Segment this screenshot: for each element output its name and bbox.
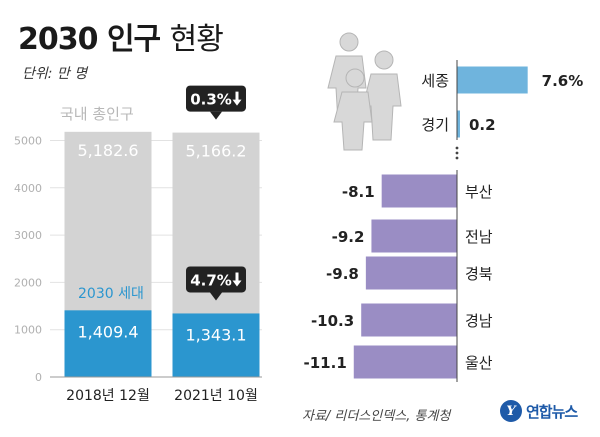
region-value: 0.2: [469, 116, 496, 134]
region-name: 경남: [465, 312, 493, 330]
y-tick-label: 0: [35, 371, 42, 384]
logo-mark: Y: [500, 400, 522, 422]
change-badge: [186, 266, 246, 293]
total-population-label: 5,182.6: [77, 141, 138, 160]
y-tick-label: 1000: [14, 324, 42, 337]
ellipsis-dot: [455, 151, 459, 155]
region-bar: [353, 345, 457, 379]
region-bar: [371, 219, 457, 253]
y-tick-label: 4000: [14, 182, 42, 195]
badge-pointer: [210, 111, 222, 120]
generation-2030-label: 1,343.1: [185, 325, 246, 344]
region-value: -10.3: [311, 312, 354, 330]
region-name: 경기: [421, 116, 449, 134]
region-value: -9.2: [332, 228, 365, 246]
series-label-total: 국내 총인구: [60, 105, 134, 123]
region-name: 경북: [465, 265, 493, 283]
y-tick-label: 5000: [14, 134, 42, 147]
region-bar: [361, 303, 457, 337]
generation-2030-bar: [172, 313, 260, 377]
region-bar: [365, 256, 457, 290]
down-arrow-icon: [232, 91, 242, 106]
ellipsis-dot: [455, 146, 459, 150]
title-bold: 2030 인구: [18, 22, 161, 57]
region-value: -8.1: [342, 183, 375, 201]
x-tick-label: 2021년 10월: [174, 388, 258, 404]
right-bar-chart: 세종 7.6% 경기 0.2 부산 -8.1 전남 -9.2 경북 -9.8 경남 -10.3 울산 -1…: [304, 60, 584, 382]
region-bar: [457, 66, 528, 94]
region-bar: [381, 174, 457, 208]
region-name: 부산: [465, 183, 493, 201]
title-light: 현황: [169, 22, 224, 57]
region-value: -11.1: [304, 354, 347, 372]
down-arrow-icon: [232, 272, 242, 287]
total-population-label: 5,166.2: [185, 142, 246, 161]
change-badge-label: 4.7%: [190, 271, 232, 289]
left-bar-chart: 0 1000 2000 3000 4000 5000 5,182.6 1,409.4 2018년…: [14, 85, 262, 404]
chart-title: 2030 인구 현황: [18, 14, 224, 58]
generation-2030-bar: [64, 310, 152, 377]
region-name: 세종: [421, 72, 449, 90]
region-name: 울산: [465, 354, 493, 372]
logo-text: 연합뉴스: [526, 402, 578, 421]
region-bar: [457, 110, 460, 138]
change-badge-label: 0.3%: [190, 91, 232, 109]
source-note: 자료/ 리더스인덱스, 통계청: [302, 409, 451, 424]
badge-pointer: [210, 292, 222, 301]
region-name: 전남: [465, 228, 493, 246]
unit-label: 단위: 만 명: [22, 66, 88, 82]
region-value: -9.8: [326, 265, 359, 283]
series-label-2030: 2030 세대: [78, 286, 144, 302]
y-tick-label: 2000: [14, 276, 42, 289]
y-tick-label: 3000: [14, 229, 42, 242]
change-badge: [186, 85, 246, 112]
publisher-logo: Y 연합뉴스: [500, 398, 578, 424]
x-tick-label: 2018년 12월: [66, 388, 150, 404]
people-icon: [327, 32, 402, 151]
region-value: 7.6%: [542, 72, 584, 90]
ellipsis-dot: [455, 156, 459, 160]
generation-2030-label: 1,409.4: [77, 322, 138, 341]
